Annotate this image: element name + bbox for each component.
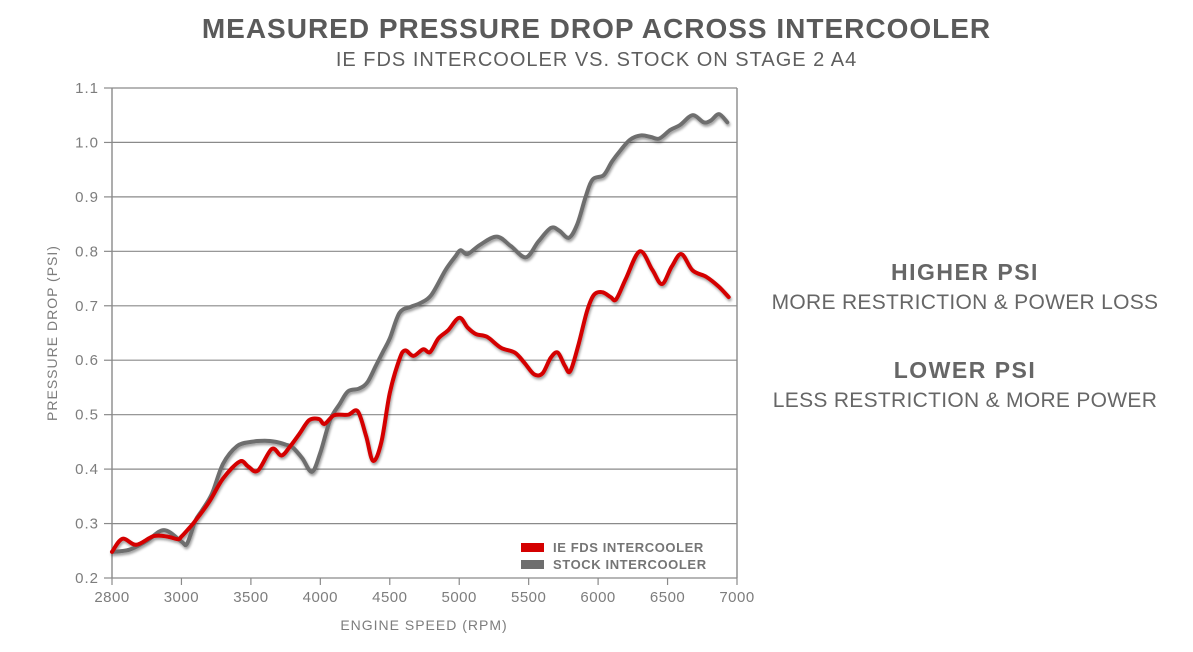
y-tick-label: 0.7 (75, 298, 99, 315)
legend-swatch-stock-icon (521, 560, 544, 569)
x-tick-label: 4500 (372, 589, 407, 606)
x-tick-label: 3000 (164, 589, 199, 606)
x-tick-label: 4000 (303, 589, 338, 606)
lower-psi-heading: LOWER PSI (893, 357, 1037, 383)
y-tick-label: 0.4 (75, 461, 99, 478)
x-tick-label: 3500 (233, 589, 268, 606)
y-tick-label: 1.1 (75, 80, 99, 97)
x-tick-label: 2800 (94, 589, 129, 606)
x-tick-label: 5500 (511, 589, 546, 606)
x-tick-label: 7000 (719, 589, 754, 606)
y-tick-label: 0.3 (75, 516, 99, 533)
y-tick-label: 0.9 (75, 189, 99, 206)
legend: IE FDS INTERCOOLER STOCK INTERCOOLER (521, 539, 707, 573)
legend-label-ie-fds: IE FDS INTERCOOLER (553, 540, 704, 555)
series-lines (110, 112, 731, 554)
y-axis-title: PRESSURE DROP (PSI) (44, 245, 60, 421)
axis-ticks (104, 87, 738, 585)
higher-psi-subtext: MORE RESTRICTION & POWER LOSS (771, 291, 1159, 314)
x-axis-title: ENGINE SPEED (RPM) (340, 617, 507, 633)
y-tick-label: 0.2 (75, 570, 99, 587)
higher-psi-heading: HIGHER PSI (891, 259, 1039, 285)
higher-psi-block: HIGHER PSI MORE RESTRICTION & POWER LOSS (742, 257, 1188, 318)
legend-swatch-ie-fds-icon (521, 543, 544, 552)
gridlines (111, 87, 738, 579)
x-tick-label: 5000 (442, 589, 477, 606)
y-tick-label: 1.0 (75, 134, 99, 151)
x-tick-label: 6500 (650, 589, 685, 606)
y-tick-label: 0.5 (75, 407, 99, 424)
series-line-stock-intercooler (110, 112, 730, 554)
chart-title: MEASURED PRESSURE DROP ACROSS INTERCOOLE… (201, 13, 992, 44)
y-tick-label: 0.8 (75, 243, 99, 260)
lower-psi-subtext: LESS RESTRICTION & MORE POWER (772, 389, 1158, 412)
legend-label-stock: STOCK INTERCOOLER (553, 557, 707, 572)
x-tick-label: 6000 (580, 589, 615, 606)
axis-tick-labels: 0.2 0.3 0.4 0.5 0.6 0.7 0.8 0.9 1.0 1.1 2800 3000 35… (75, 80, 754, 606)
series-line-ie-fds-intercooler (110, 249, 731, 554)
legend-item-ie-fds: IE FDS INTERCOOLER (521, 539, 707, 556)
y-tick-label: 0.6 (75, 352, 99, 369)
chart-subtitle: IE FDS INTERCOOLER VS. STOCK ON STAGE 2 … (335, 49, 858, 71)
legend-item-stock: STOCK INTERCOOLER (521, 556, 707, 573)
lower-psi-block: LOWER PSI LESS RESTRICTION & MORE POWER (742, 355, 1188, 416)
